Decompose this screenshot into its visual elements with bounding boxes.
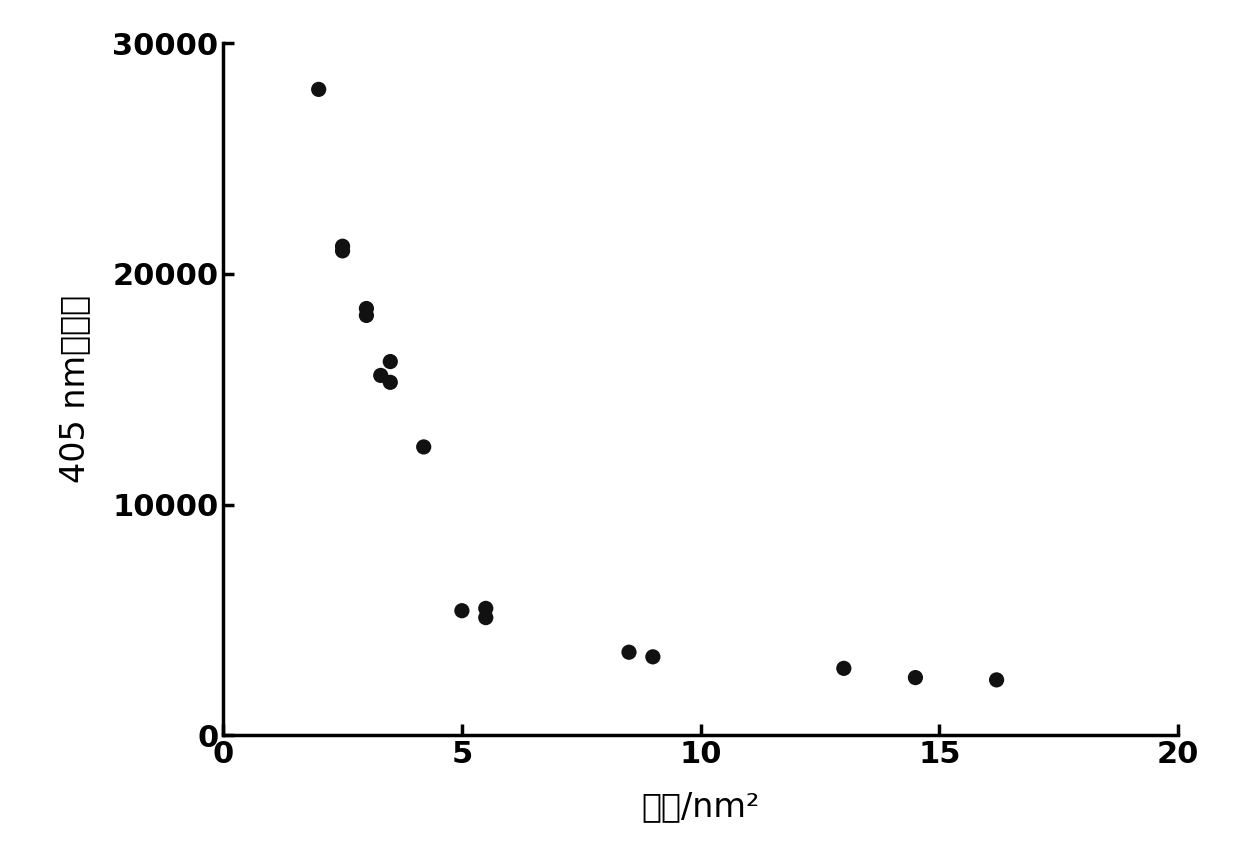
- Point: [414, 440, 434, 454]
- X-axis label: 分子/nm²: 分子/nm²: [641, 790, 760, 823]
- Point: [371, 368, 391, 382]
- Point: [833, 662, 853, 676]
- Point: [357, 309, 377, 323]
- Point: [987, 673, 1007, 687]
- Point: [332, 240, 352, 253]
- Point: [332, 244, 352, 258]
- Point: [357, 302, 377, 316]
- Point: [381, 375, 401, 389]
- Point: [451, 604, 471, 618]
- Point: [905, 670, 925, 684]
- Point: [642, 650, 662, 663]
- Point: [619, 645, 639, 659]
- Point: [309, 82, 329, 96]
- Point: [381, 355, 401, 368]
- Point: [476, 611, 496, 625]
- Y-axis label: 405 nm处荧光: 405 nm处荧光: [58, 295, 92, 484]
- Point: [476, 601, 496, 615]
